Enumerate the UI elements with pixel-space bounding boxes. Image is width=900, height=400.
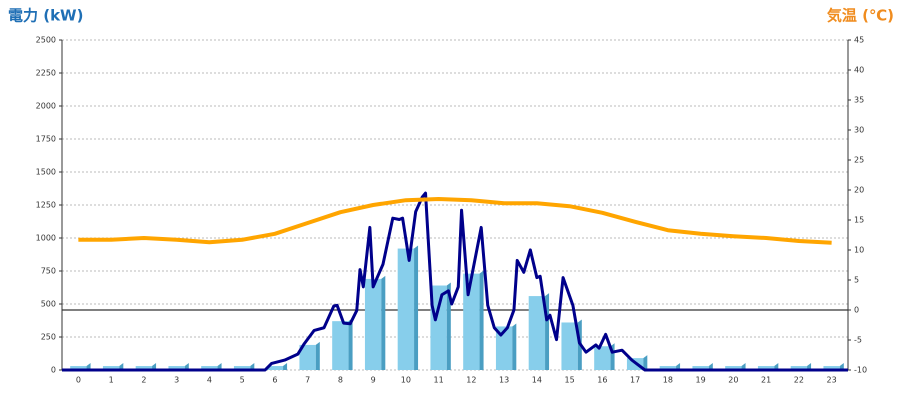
x-tick-label: 3 bbox=[174, 376, 179, 385]
x-tick-label: 17 bbox=[630, 376, 640, 385]
x-tick-label: 16 bbox=[597, 376, 607, 385]
bar bbox=[135, 366, 153, 370]
bar bbox=[561, 322, 578, 370]
x-tick-label: 23 bbox=[827, 376, 837, 385]
bar-side bbox=[414, 245, 419, 370]
y-tick-label: 500 bbox=[41, 300, 56, 309]
bar-side bbox=[184, 363, 189, 370]
x-tick-label: 8 bbox=[338, 376, 343, 385]
bar-side bbox=[152, 363, 157, 370]
y-axis-title: 電力 (kW) bbox=[8, 7, 83, 25]
x-tick-label: 9 bbox=[371, 376, 376, 385]
y2-tick-label: 25 bbox=[854, 156, 864, 165]
bar-side bbox=[119, 363, 124, 370]
y-tick-label: 1750 bbox=[36, 135, 56, 144]
bar bbox=[299, 344, 316, 370]
x-tick-label: 14 bbox=[532, 376, 542, 385]
x-tick-label: 7 bbox=[305, 376, 310, 385]
bar-side bbox=[807, 363, 812, 370]
y2-tick-label: 15 bbox=[854, 216, 864, 225]
bar-side bbox=[676, 363, 681, 370]
y-tick-label: 750 bbox=[41, 267, 56, 276]
x-tick-label: 12 bbox=[466, 376, 476, 385]
y2-tick-label: 0 bbox=[854, 306, 859, 315]
y2-tick-label: 40 bbox=[854, 66, 864, 75]
line bbox=[62, 191, 848, 372]
x-tick-label: 6 bbox=[272, 376, 277, 385]
x-tick-label: 21 bbox=[761, 376, 771, 385]
y2-tick-label: 5 bbox=[854, 276, 859, 285]
y-tick-label: 2500 bbox=[36, 36, 56, 45]
y2-tick-label: -5 bbox=[854, 336, 862, 345]
bar-side bbox=[86, 363, 91, 370]
bar bbox=[102, 366, 120, 370]
bar-side bbox=[250, 363, 255, 370]
bar bbox=[495, 326, 513, 370]
y-tick-label: 0 bbox=[51, 366, 56, 375]
bar-side bbox=[348, 318, 353, 370]
y2-tick-label: 10 bbox=[854, 246, 864, 255]
x-tick-label: 5 bbox=[240, 376, 245, 385]
y-tick-label: 2000 bbox=[36, 102, 56, 111]
x-tick-label: 15 bbox=[565, 376, 575, 385]
bar bbox=[201, 366, 218, 370]
bar-side bbox=[381, 275, 386, 370]
x-tick-label: 0 bbox=[76, 376, 81, 385]
y2-tick-label: 30 bbox=[854, 126, 864, 135]
bar bbox=[266, 366, 284, 370]
bar bbox=[528, 296, 546, 370]
bar-side bbox=[708, 363, 713, 370]
bar-side bbox=[315, 341, 320, 370]
y-tick-label: 1250 bbox=[36, 201, 56, 210]
bar bbox=[70, 366, 87, 370]
y-tick-label: 250 bbox=[41, 333, 56, 342]
y-tick-label: 2250 bbox=[36, 69, 56, 78]
y2-axis-title: 気温 (℃) bbox=[827, 7, 894, 25]
x-tick-label: 1 bbox=[109, 376, 114, 385]
x-tick-label: 13 bbox=[499, 376, 509, 385]
bar-side bbox=[741, 363, 746, 370]
x-tick-label: 19 bbox=[696, 376, 706, 385]
y-tick-label: 1000 bbox=[36, 234, 56, 243]
bar-side bbox=[283, 363, 288, 370]
bar bbox=[332, 321, 349, 370]
bar bbox=[430, 285, 447, 370]
bar bbox=[397, 248, 415, 370]
bar-side bbox=[839, 363, 844, 370]
bar bbox=[659, 366, 677, 370]
bar-side bbox=[643, 355, 648, 370]
x-tick-label: 4 bbox=[207, 376, 212, 385]
bar bbox=[364, 278, 382, 370]
bar bbox=[823, 366, 840, 370]
x-tick-label: 10 bbox=[401, 376, 411, 385]
x-tick-label: 18 bbox=[663, 376, 673, 385]
bar bbox=[594, 346, 611, 370]
bar bbox=[790, 366, 808, 370]
x-tick-label: 2 bbox=[141, 376, 146, 385]
bar-side bbox=[512, 323, 517, 370]
y2-tick-label: 20 bbox=[854, 186, 864, 195]
bar bbox=[725, 366, 742, 370]
line bbox=[78, 197, 832, 245]
x-tick-label: 20 bbox=[728, 376, 738, 385]
x-tick-label: 11 bbox=[434, 376, 444, 385]
bar bbox=[692, 366, 709, 370]
y2-tick-label: 45 bbox=[854, 36, 864, 45]
bar bbox=[757, 366, 775, 370]
bar-side bbox=[774, 363, 779, 370]
bar bbox=[233, 366, 251, 370]
y2-tick-label: -10 bbox=[854, 366, 867, 375]
bar bbox=[168, 366, 185, 370]
bar-side bbox=[217, 363, 222, 370]
bar bbox=[463, 273, 480, 370]
bar-side bbox=[479, 270, 484, 370]
y-tick-label: 1500 bbox=[36, 168, 56, 177]
bar-side bbox=[446, 282, 451, 370]
x-tick-label: 22 bbox=[794, 376, 804, 385]
y2-tick-label: 35 bbox=[854, 96, 864, 105]
